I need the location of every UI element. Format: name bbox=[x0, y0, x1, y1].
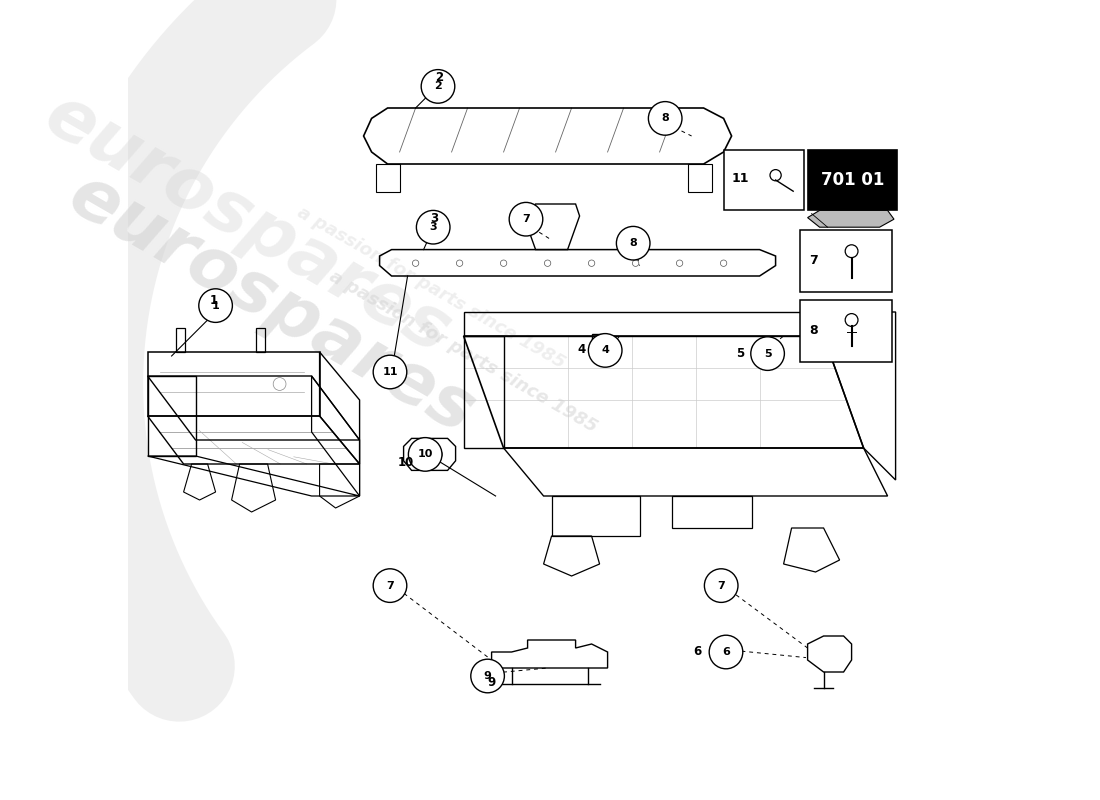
Bar bbox=[176, 328, 185, 352]
FancyBboxPatch shape bbox=[724, 150, 804, 210]
Circle shape bbox=[616, 226, 650, 260]
Circle shape bbox=[421, 70, 454, 103]
Circle shape bbox=[373, 355, 407, 389]
Text: 9: 9 bbox=[487, 676, 496, 689]
Circle shape bbox=[373, 569, 407, 602]
Polygon shape bbox=[807, 210, 894, 227]
Text: 11: 11 bbox=[382, 367, 398, 377]
Text: eurospares: eurospares bbox=[56, 160, 486, 448]
Circle shape bbox=[417, 210, 450, 244]
FancyBboxPatch shape bbox=[807, 150, 898, 210]
Text: 6: 6 bbox=[722, 647, 730, 657]
Circle shape bbox=[648, 102, 682, 135]
Text: 7: 7 bbox=[810, 254, 818, 267]
Circle shape bbox=[199, 289, 232, 322]
Text: 4: 4 bbox=[602, 346, 609, 355]
Bar bbox=[255, 328, 265, 352]
Text: 1: 1 bbox=[211, 301, 220, 310]
Text: 3: 3 bbox=[429, 222, 437, 232]
Text: eurospares: eurospares bbox=[33, 80, 463, 368]
Text: 6: 6 bbox=[693, 645, 702, 658]
Text: 7: 7 bbox=[522, 214, 530, 224]
Text: 8: 8 bbox=[629, 238, 637, 248]
Circle shape bbox=[509, 202, 542, 236]
Text: a passion for parts since 1985: a passion for parts since 1985 bbox=[327, 268, 601, 436]
Text: 10: 10 bbox=[398, 456, 414, 469]
Bar bbox=[375, 164, 399, 192]
Circle shape bbox=[704, 569, 738, 602]
Text: 8: 8 bbox=[810, 324, 817, 337]
Text: 3: 3 bbox=[430, 212, 438, 225]
Text: 5: 5 bbox=[763, 349, 771, 358]
FancyBboxPatch shape bbox=[800, 300, 892, 362]
Text: 2: 2 bbox=[434, 82, 442, 91]
Text: 8: 8 bbox=[661, 114, 669, 123]
Text: 10: 10 bbox=[418, 450, 433, 459]
Text: 7: 7 bbox=[386, 581, 394, 590]
Bar bbox=[751, 346, 769, 357]
Text: 2: 2 bbox=[434, 71, 443, 84]
Text: a passion for parts since 1985: a passion for parts since 1985 bbox=[295, 204, 569, 372]
Text: 7: 7 bbox=[717, 581, 725, 590]
FancyBboxPatch shape bbox=[800, 230, 892, 292]
Circle shape bbox=[408, 438, 442, 471]
Circle shape bbox=[471, 659, 505, 693]
Circle shape bbox=[588, 334, 621, 367]
Text: 5: 5 bbox=[736, 347, 745, 360]
Text: 4: 4 bbox=[578, 343, 586, 356]
Text: 11: 11 bbox=[732, 172, 749, 185]
Circle shape bbox=[751, 337, 784, 370]
Text: 1: 1 bbox=[210, 294, 218, 306]
Bar bbox=[592, 334, 604, 356]
Bar bbox=[688, 164, 712, 192]
Circle shape bbox=[710, 635, 742, 669]
Text: 701 01: 701 01 bbox=[821, 171, 884, 189]
Text: 9: 9 bbox=[484, 671, 492, 681]
